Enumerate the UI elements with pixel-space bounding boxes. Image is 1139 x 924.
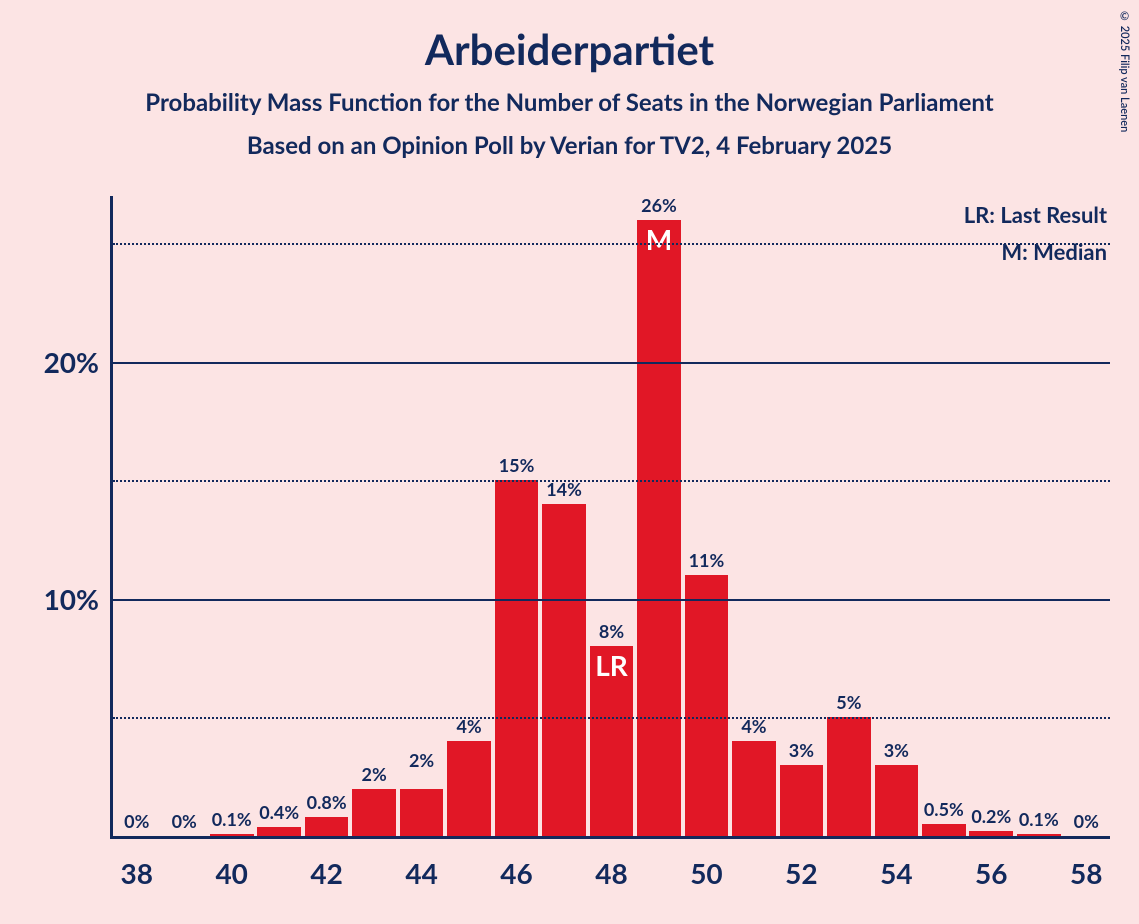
- bar: [922, 824, 966, 836]
- bar: [305, 817, 349, 836]
- bar-value-label: 5%: [836, 691, 861, 713]
- bar-value-label: 0.1%: [1019, 808, 1059, 830]
- bar: [352, 789, 396, 836]
- bar-value-label: 0%: [172, 810, 197, 832]
- x-tick-label: 50: [690, 856, 722, 890]
- bar: [542, 504, 586, 836]
- x-tick-label: 44: [405, 856, 437, 890]
- x-tick-label: 46: [500, 856, 532, 890]
- bar-value-label: 2%: [409, 749, 434, 771]
- bar: [780, 765, 824, 836]
- bar-value-label: 0.1%: [212, 808, 252, 830]
- bars-container: 0%0%0.1%0.4%0.8%2%2%4%15%14%8%LR26%M11%4…: [113, 196, 1110, 836]
- x-axis: [110, 836, 1110, 839]
- bar-value-label: 3%: [884, 739, 909, 761]
- bar: [447, 741, 491, 836]
- gridline-minor: [113, 243, 1110, 245]
- chart-title: Arbeiderpartiet: [0, 0, 1139, 74]
- chart-area: 0%0%0.1%0.4%0.8%2%2%4%15%14%8%LR26%M11%4…: [110, 196, 1110, 836]
- bar-value-label: 2%: [362, 763, 387, 785]
- bar-value-label: 0%: [1074, 810, 1099, 832]
- gridline-minor: [113, 717, 1110, 719]
- x-tick-label: 40: [215, 856, 247, 890]
- x-tick-label: 38: [120, 856, 152, 890]
- bar-value-label: 3%: [789, 739, 814, 761]
- bar-value-label: 0.5%: [924, 798, 964, 820]
- y-tick-label: 10%: [44, 582, 99, 616]
- bar-value-label: 0.8%: [307, 791, 347, 813]
- bar: [827, 717, 871, 836]
- bar: [685, 575, 729, 836]
- x-tick-label: 52: [785, 856, 817, 890]
- bar-value-label: 15%: [499, 454, 535, 476]
- gridline-major: [113, 599, 1110, 601]
- x-tick-label: 54: [880, 856, 912, 890]
- gridline-minor: [113, 480, 1110, 482]
- bar: [257, 827, 301, 836]
- x-tick-label: 42: [310, 856, 342, 890]
- bar-value-label: 8%: [599, 620, 624, 642]
- bar-value-label: 0%: [124, 810, 149, 832]
- chart-subtitle-2: Based on an Opinion Poll by Verian for T…: [0, 131, 1139, 160]
- copyright: © 2025 Filip van Laenen: [1118, 10, 1131, 132]
- x-tick-label: 58: [1070, 856, 1102, 890]
- gridline-major: [113, 362, 1110, 364]
- bar: [732, 741, 776, 836]
- bar-inlabel: M: [646, 222, 672, 256]
- bar-value-label: 26%: [641, 194, 677, 216]
- bar: [969, 831, 1013, 836]
- bar: [875, 765, 919, 836]
- bar-inlabel: LR: [595, 648, 628, 682]
- bar: [637, 220, 681, 836]
- bar-value-label: 11%: [689, 549, 725, 571]
- x-tick-label: 56: [975, 856, 1007, 890]
- bar: [400, 789, 444, 836]
- bar: [1017, 834, 1061, 836]
- bar: [495, 480, 539, 836]
- bar: [210, 834, 254, 836]
- x-tick-label: 48: [595, 856, 627, 890]
- bar-value-label: 0.2%: [971, 805, 1011, 827]
- y-tick-label: 20%: [44, 345, 99, 379]
- chart-subtitle: Probability Mass Function for the Number…: [0, 88, 1139, 117]
- bar-value-label: 0.4%: [259, 801, 299, 823]
